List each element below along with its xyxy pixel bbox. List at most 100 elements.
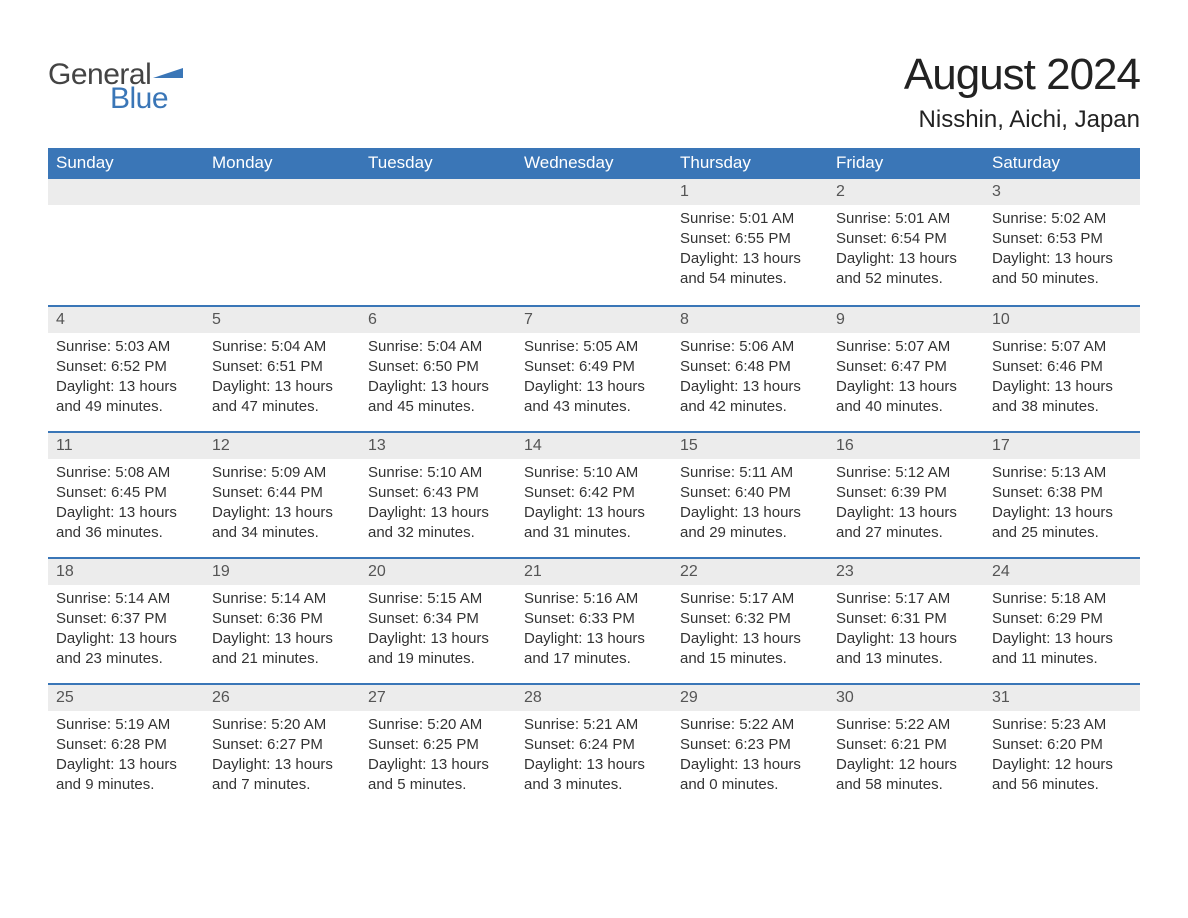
day-daylight1-text: Daylight: 13 hours	[680, 249, 822, 269]
calendar-page: General Blue August 2024 Nisshin, Aichi,…	[0, 0, 1188, 849]
day-sunset-text: Sunset: 6:45 PM	[56, 483, 198, 503]
day-number: 9	[828, 307, 984, 333]
day-sunset-text: Sunset: 6:53 PM	[992, 229, 1134, 249]
day-sunset-text: Sunset: 6:32 PM	[680, 609, 822, 629]
day-body: Sunrise: 5:04 AMSunset: 6:51 PMDaylight:…	[204, 333, 360, 430]
day-daylight1-text: Daylight: 13 hours	[368, 755, 510, 775]
day-daylight1-text: Daylight: 13 hours	[836, 503, 978, 523]
day-body: Sunrise: 5:14 AMSunset: 6:36 PMDaylight:…	[204, 585, 360, 682]
day-body: Sunrise: 5:05 AMSunset: 6:49 PMDaylight:…	[516, 333, 672, 430]
day-cell: 12Sunrise: 5:09 AMSunset: 6:44 PMDayligh…	[204, 433, 360, 557]
day-body: Sunrise: 5:16 AMSunset: 6:33 PMDaylight:…	[516, 585, 672, 682]
day-body: Sunrise: 5:07 AMSunset: 6:46 PMDaylight:…	[984, 333, 1140, 430]
day-daylight2-text: and 27 minutes.	[836, 523, 978, 543]
day-sunset-text: Sunset: 6:36 PM	[212, 609, 354, 629]
day-daylight1-text: Daylight: 13 hours	[56, 629, 198, 649]
day-body: Sunrise: 5:21 AMSunset: 6:24 PMDaylight:…	[516, 711, 672, 808]
day-daylight1-text: Daylight: 13 hours	[212, 503, 354, 523]
day-body: Sunrise: 5:15 AMSunset: 6:34 PMDaylight:…	[360, 585, 516, 682]
day-sunset-text: Sunset: 6:27 PM	[212, 735, 354, 755]
day-daylight1-text: Daylight: 13 hours	[992, 249, 1134, 269]
day-number	[48, 179, 204, 205]
day-sunrise-text: Sunrise: 5:04 AM	[212, 337, 354, 357]
day-body: Sunrise: 5:20 AMSunset: 6:25 PMDaylight:…	[360, 711, 516, 808]
day-daylight1-text: Daylight: 13 hours	[680, 755, 822, 775]
day-number: 14	[516, 433, 672, 459]
page-subtitle: Nisshin, Aichi, Japan	[904, 106, 1140, 134]
weekday-header-row: SundayMondayTuesdayWednesdayThursdayFrid…	[48, 148, 1140, 179]
day-number: 2	[828, 179, 984, 205]
day-body: Sunrise: 5:17 AMSunset: 6:31 PMDaylight:…	[828, 585, 984, 682]
day-sunset-text: Sunset: 6:24 PM	[524, 735, 666, 755]
day-sunrise-text: Sunrise: 5:07 AM	[992, 337, 1134, 357]
day-sunrise-text: Sunrise: 5:01 AM	[836, 209, 978, 229]
day-daylight1-text: Daylight: 13 hours	[368, 503, 510, 523]
day-number: 10	[984, 307, 1140, 333]
day-daylight1-text: Daylight: 13 hours	[56, 377, 198, 397]
week-row: 25Sunrise: 5:19 AMSunset: 6:28 PMDayligh…	[48, 683, 1140, 809]
day-cell: 7Sunrise: 5:05 AMSunset: 6:49 PMDaylight…	[516, 307, 672, 431]
day-daylight1-text: Daylight: 13 hours	[836, 249, 978, 269]
day-sunset-text: Sunset: 6:39 PM	[836, 483, 978, 503]
day-daylight1-text: Daylight: 13 hours	[212, 377, 354, 397]
day-number: 6	[360, 307, 516, 333]
day-number: 19	[204, 559, 360, 585]
day-daylight1-text: Daylight: 13 hours	[524, 503, 666, 523]
day-daylight2-text: and 36 minutes.	[56, 523, 198, 543]
day-number: 5	[204, 307, 360, 333]
weekday-header-cell: Sunday	[48, 148, 204, 179]
day-cell	[516, 179, 672, 305]
day-number: 3	[984, 179, 1140, 205]
day-sunset-text: Sunset: 6:47 PM	[836, 357, 978, 377]
day-number	[516, 179, 672, 205]
day-sunrise-text: Sunrise: 5:20 AM	[212, 715, 354, 735]
day-daylight1-text: Daylight: 13 hours	[680, 377, 822, 397]
day-body: Sunrise: 5:09 AMSunset: 6:44 PMDaylight:…	[204, 459, 360, 556]
day-cell: 15Sunrise: 5:11 AMSunset: 6:40 PMDayligh…	[672, 433, 828, 557]
day-sunrise-text: Sunrise: 5:11 AM	[680, 463, 822, 483]
day-number: 7	[516, 307, 672, 333]
day-sunrise-text: Sunrise: 5:21 AM	[524, 715, 666, 735]
day-daylight2-text: and 32 minutes.	[368, 523, 510, 543]
week-row: 1Sunrise: 5:01 AMSunset: 6:55 PMDaylight…	[48, 179, 1140, 305]
day-daylight1-text: Daylight: 13 hours	[368, 629, 510, 649]
day-daylight2-text: and 9 minutes.	[56, 775, 198, 795]
day-sunset-text: Sunset: 6:48 PM	[680, 357, 822, 377]
day-daylight1-text: Daylight: 13 hours	[524, 629, 666, 649]
day-sunrise-text: Sunrise: 5:02 AM	[992, 209, 1134, 229]
day-sunset-text: Sunset: 6:51 PM	[212, 357, 354, 377]
day-cell: 19Sunrise: 5:14 AMSunset: 6:36 PMDayligh…	[204, 559, 360, 683]
day-body: Sunrise: 5:11 AMSunset: 6:40 PMDaylight:…	[672, 459, 828, 556]
day-body: Sunrise: 5:22 AMSunset: 6:21 PMDaylight:…	[828, 711, 984, 808]
day-daylight2-text: and 29 minutes.	[680, 523, 822, 543]
day-cell: 20Sunrise: 5:15 AMSunset: 6:34 PMDayligh…	[360, 559, 516, 683]
logo: General Blue	[48, 58, 183, 116]
day-sunrise-text: Sunrise: 5:06 AM	[680, 337, 822, 357]
day-cell: 6Sunrise: 5:04 AMSunset: 6:50 PMDaylight…	[360, 307, 516, 431]
day-daylight1-text: Daylight: 13 hours	[368, 377, 510, 397]
day-cell: 4Sunrise: 5:03 AMSunset: 6:52 PMDaylight…	[48, 307, 204, 431]
day-number: 15	[672, 433, 828, 459]
day-daylight2-text: and 3 minutes.	[524, 775, 666, 795]
day-sunrise-text: Sunrise: 5:05 AM	[524, 337, 666, 357]
day-body: Sunrise: 5:03 AMSunset: 6:52 PMDaylight:…	[48, 333, 204, 430]
day-sunset-text: Sunset: 6:54 PM	[836, 229, 978, 249]
day-daylight2-text: and 5 minutes.	[368, 775, 510, 795]
day-sunset-text: Sunset: 6:49 PM	[524, 357, 666, 377]
day-cell: 24Sunrise: 5:18 AMSunset: 6:29 PMDayligh…	[984, 559, 1140, 683]
day-daylight2-text: and 50 minutes.	[992, 269, 1134, 289]
day-cell	[204, 179, 360, 305]
day-sunrise-text: Sunrise: 5:10 AM	[368, 463, 510, 483]
day-body: Sunrise: 5:14 AMSunset: 6:37 PMDaylight:…	[48, 585, 204, 682]
day-body: Sunrise: 5:10 AMSunset: 6:43 PMDaylight:…	[360, 459, 516, 556]
day-body: Sunrise: 5:08 AMSunset: 6:45 PMDaylight:…	[48, 459, 204, 556]
day-number: 28	[516, 685, 672, 711]
day-daylight1-text: Daylight: 13 hours	[56, 503, 198, 523]
day-cell: 1Sunrise: 5:01 AMSunset: 6:55 PMDaylight…	[672, 179, 828, 305]
day-number: 26	[204, 685, 360, 711]
day-sunrise-text: Sunrise: 5:04 AM	[368, 337, 510, 357]
day-sunrise-text: Sunrise: 5:14 AM	[56, 589, 198, 609]
day-body: Sunrise: 5:04 AMSunset: 6:50 PMDaylight:…	[360, 333, 516, 430]
day-daylight2-text: and 25 minutes.	[992, 523, 1134, 543]
day-cell: 8Sunrise: 5:06 AMSunset: 6:48 PMDaylight…	[672, 307, 828, 431]
